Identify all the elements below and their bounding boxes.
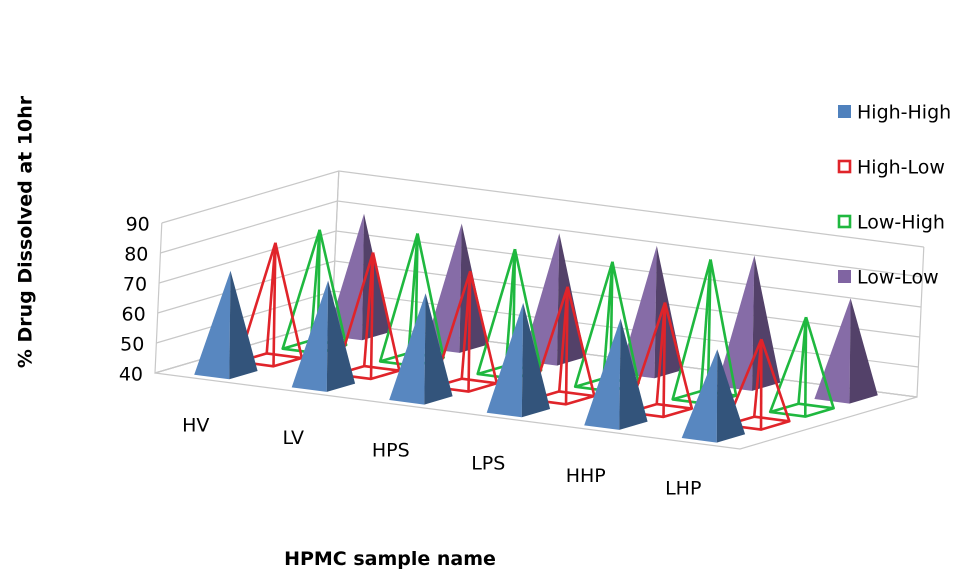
pyramid-edge — [557, 286, 569, 392]
pyramid-edge — [573, 261, 614, 388]
y-tick-label: 70 — [123, 274, 147, 296]
pyramid-edge — [476, 248, 517, 375]
pyramid-front-face — [814, 298, 851, 404]
pyramid-edge — [611, 261, 640, 384]
pyramid-edge — [362, 252, 375, 367]
pyramid-edge — [797, 317, 808, 404]
legend-swatch — [838, 270, 851, 283]
pyramid-edge — [309, 229, 321, 341]
legend: High-High High-Low Low-High Low-Low — [837, 102, 951, 289]
pyramid-high-high-lps — [486, 302, 551, 418]
pyramid-side-face — [521, 302, 551, 418]
x-tick-label: HHP — [566, 465, 606, 487]
legend-swatch — [838, 105, 851, 118]
y-tick-label: 50 — [120, 334, 144, 356]
pyramid-edge — [371, 252, 401, 371]
pyramid-edge — [655, 302, 667, 405]
gridline — [158, 230, 922, 308]
pyramid-side-face — [752, 255, 781, 391]
y-tick-label: 80 — [124, 244, 148, 266]
pyramid-side-face — [326, 280, 356, 392]
pyramid-edge — [662, 302, 667, 417]
pyramid-front-face — [389, 293, 426, 405]
pyramid-high-high-lv — [291, 280, 356, 392]
pyramid-front-face — [291, 280, 329, 392]
pyramid-edge — [265, 242, 277, 354]
x-axis-title: HPMC sample name — [284, 548, 496, 570]
pyramid-edge — [274, 242, 304, 359]
pyramid-edge — [699, 259, 712, 392]
pyramid-front-face — [194, 270, 231, 380]
legend-label: Low-Low — [857, 267, 939, 289]
x-tick-label: LPS — [471, 452, 505, 474]
legend-label: Low-High — [857, 212, 945, 234]
pyramid-high-high-hps — [389, 293, 453, 405]
pyramid-front-face — [716, 255, 755, 391]
pyramid-high-high-lhp — [681, 349, 746, 443]
pyramid-front-face — [681, 349, 718, 443]
pyramid-edge — [752, 339, 763, 417]
pyramid-edge — [318, 229, 348, 346]
pyramid-side-face — [619, 318, 648, 430]
chart-marks — [194, 213, 878, 443]
y-tick-labels: 40 50 60 70 80 90 — [119, 214, 150, 386]
pyramid-edge — [760, 338, 791, 422]
x-tick-label: LV — [283, 427, 305, 449]
pyramid-edge — [768, 316, 808, 413]
gridline — [157, 260, 920, 338]
y-tick-label: 40 — [119, 364, 143, 386]
x-tick-label: HV — [182, 414, 209, 436]
pyramid-edge — [566, 286, 596, 397]
y-axis-title: % Drug Dissolved at 10hr — [15, 95, 37, 368]
pyramid-edge — [281, 229, 321, 350]
pyramid-base-outline — [768, 402, 835, 418]
pyramid-edge — [602, 261, 614, 379]
pyramid-side-face — [229, 270, 258, 380]
pyramid-side-face — [716, 349, 746, 443]
pyramid-side-face — [424, 293, 453, 405]
pyramid-base-outline — [724, 415, 791, 431]
pyramid-edge — [513, 248, 543, 371]
gridline — [160, 200, 923, 278]
gridline — [161, 170, 924, 248]
pyramid-low-low-lhp — [814, 298, 878, 404]
y-tick-label: 90 — [126, 214, 150, 236]
x-tick-labels: HV LV HPS LPS HHP LHP — [182, 414, 701, 499]
pyramid-high-high-hhp — [584, 318, 648, 430]
pyramid-front-face — [584, 318, 621, 430]
pyramid-front-face — [424, 223, 462, 353]
pyramid-low-high-lhp — [768, 316, 835, 418]
pyramid-edge — [416, 233, 445, 358]
pyramid-edge — [460, 271, 472, 379]
y-tick-label: 60 — [122, 304, 146, 326]
pyramid-edge — [803, 317, 808, 417]
pyramid-edge — [468, 270, 499, 384]
pyramid-front-face — [521, 233, 560, 366]
pyramid-high-low-hps — [432, 270, 499, 393]
pyramid-edge — [504, 249, 517, 366]
legend-swatch — [837, 159, 852, 174]
pyramid-edge — [378, 233, 419, 362]
pyramid-high-low-lv — [334, 252, 401, 381]
pyramid-edge — [709, 259, 738, 396]
pyramid-front-face — [486, 302, 524, 418]
legend-label: High-Low — [857, 157, 945, 179]
pyramid-edge — [663, 302, 694, 409]
x-tick-label: HPS — [372, 440, 410, 462]
x-tick-label: LHP — [665, 478, 701, 500]
legend-label: High-High — [857, 102, 951, 124]
legend-swatch — [837, 214, 852, 229]
pyramid-high-high-hv — [194, 270, 258, 380]
pyramid-edge — [407, 233, 419, 354]
pyramid-front-face — [619, 245, 657, 379]
pyramid-edge — [804, 316, 835, 409]
pyramid-side-face — [849, 298, 878, 404]
pyramid-edge — [671, 259, 712, 400]
